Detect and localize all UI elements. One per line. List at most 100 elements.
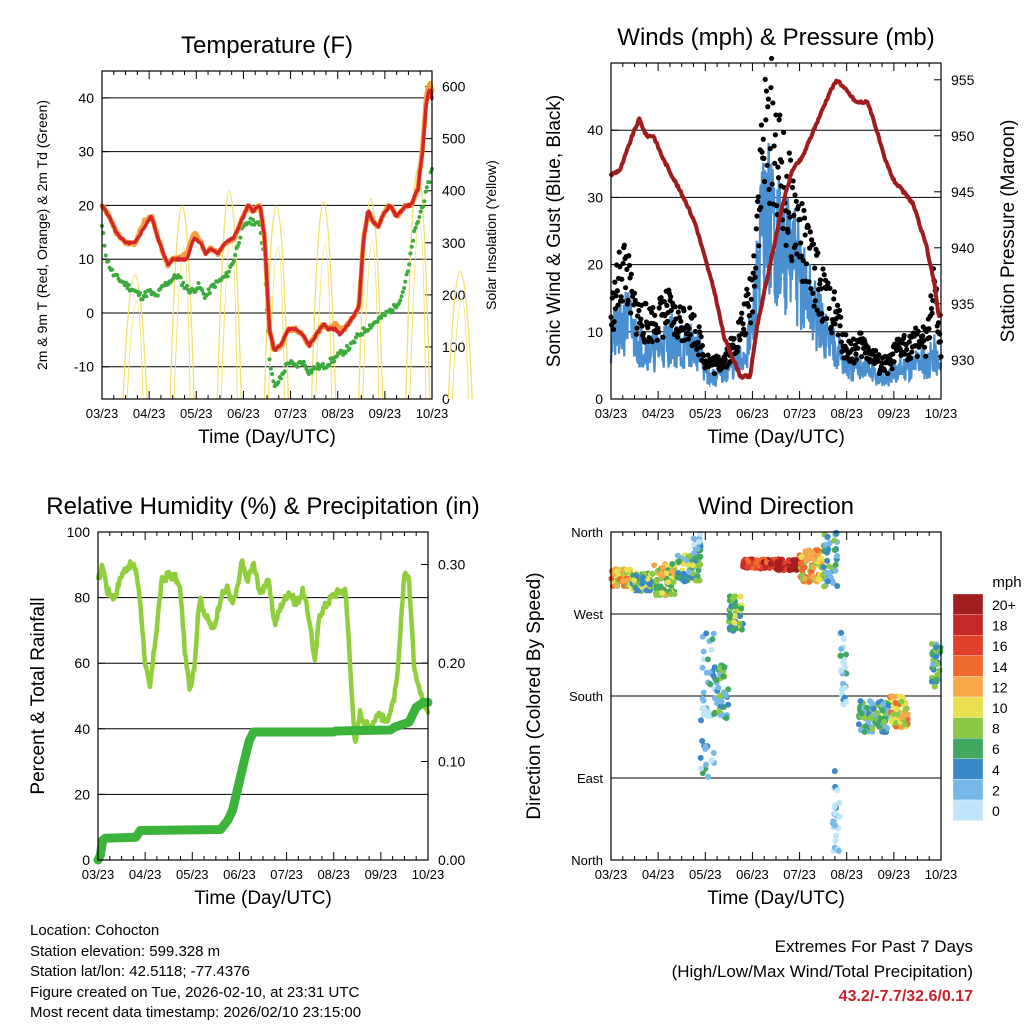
y-tick-label: 100 [67,524,91,540]
direction-point [721,689,728,696]
y2-tick-label: 950 [951,128,975,144]
legend-swatch [952,696,984,718]
direction-point [731,613,738,620]
gust-point [763,88,770,94]
plot-frame [610,62,942,400]
x-tick-label: 06/23 [736,406,769,421]
direction-point [659,573,666,580]
y2-tick-label: 300 [442,235,466,251]
x-tick-label: 08/23 [830,867,863,882]
y-tick-label: 40 [587,122,603,138]
dewpoint-point [278,376,283,381]
dewpoint-point [410,238,415,243]
direction-point [831,768,838,775]
gust-point [614,288,620,294]
y-axis-label: 2m & 9m T (Red, Orange) & 2m Td (Green) [34,100,50,370]
x-tick-label: 10/23 [925,406,958,421]
gust-point [643,301,649,307]
direction-point [843,651,850,658]
gust-point [792,192,798,198]
direction-point [824,557,831,564]
legend-label: 4 [992,762,1000,778]
gust-point [810,241,817,247]
direction-point [649,570,656,577]
direction-point [930,661,937,668]
gust-point [761,155,767,161]
direction-point [723,715,730,722]
gust-point [628,271,634,277]
legend-label: 6 [992,741,1000,757]
direction-point [809,549,816,556]
gust-point [879,360,885,366]
gust-point [761,178,768,185]
direction-point [708,757,715,764]
gust-point [619,298,626,304]
dewpoint-point [424,185,429,190]
dewpoint-point [200,288,205,293]
gust-point [692,328,699,335]
direction-point [704,656,711,663]
dewpoint-point [115,273,120,278]
direction-point [832,810,839,817]
gust-point [628,310,634,316]
gust-point [768,55,775,62]
gust-point [765,96,771,102]
gust-point [652,321,659,328]
gust-point [755,194,761,200]
y2-tick-label: 200 [442,287,466,303]
dewpoint-point [352,340,357,345]
gust-point [621,242,627,248]
dewpoint-point [106,259,111,264]
direction-point [821,583,828,590]
y2-tick-label: 935 [951,296,975,312]
y-tick-label: West [574,607,604,622]
dewpoint-point [320,362,325,367]
direction-point [612,582,619,589]
gust-point [906,339,912,345]
y2-tick-label: 0 [442,391,450,407]
legend-label: 0 [992,803,1000,819]
direction-point [715,684,722,691]
gust-point [801,207,807,214]
gust-point [791,212,797,218]
direction-point [824,578,831,585]
gust-point [779,159,785,165]
direction-point [830,580,837,587]
legend-swatch [952,799,984,821]
gust-point [781,129,787,135]
y2-tick-label: 100 [442,339,466,355]
x-tick-label: 03/23 [595,406,628,421]
dewpoint-point [126,282,131,287]
gust-point [741,326,747,332]
station-info: Location: Cohocton Station elevation: 59… [30,921,361,1024]
direction-point [689,562,696,569]
direction-point [824,548,831,555]
direction-point [730,625,737,632]
gust-point [807,229,813,235]
direction-point [774,559,781,566]
gust-point [798,253,804,259]
direction-point [700,689,707,696]
gust-point [802,232,808,238]
x-tick-label: 08/23 [321,406,354,421]
figure-created: Figure created on Tue, 2026-02-10, at 23… [30,983,360,1001]
gust-point [661,299,667,305]
gust-point [819,310,825,317]
direction-point [862,723,869,730]
direction-point [933,644,940,651]
plot-frame [97,531,429,861]
gust-point [831,289,837,295]
y-tick-label: South [569,689,603,704]
dewpoint-point [226,269,231,274]
direction-point [790,564,797,571]
direction-point [892,699,899,706]
gust-point [836,307,843,313]
gust-point [838,314,844,320]
plot-frame [101,70,433,400]
direction-point [731,619,738,626]
direction-point [668,568,675,575]
dewpoint-point [412,229,417,234]
gust-point [928,305,935,312]
dewpoint-point [418,209,423,214]
gust-point [738,316,744,322]
